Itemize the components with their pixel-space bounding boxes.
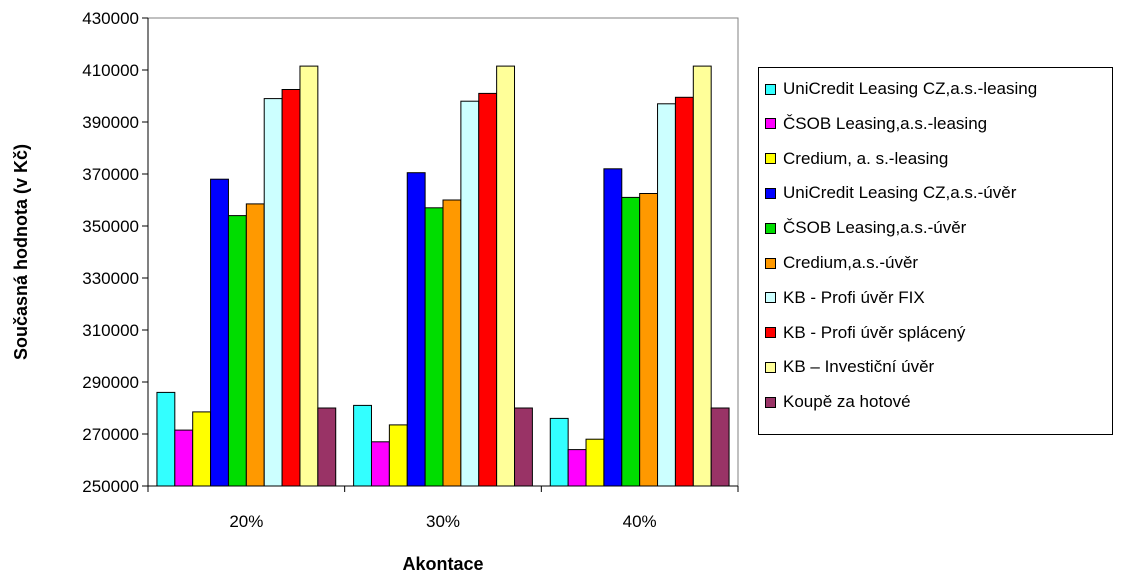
y-tick-label: 310000 [82,321,139,340]
y-tick-label: 430000 [82,9,139,28]
legend-label: Credium,a.s.-úvěr [783,253,919,272]
bar [370,441,390,487]
legend-item: UniCredit Leasing CZ,a.s.-leasing [759,76,1037,102]
y-tick-label: 290000 [82,373,139,392]
bar [496,65,516,487]
legend-label: UniCredit Leasing CZ,a.s.-úvěr [783,183,1017,203]
y-tick-label: 350000 [82,217,139,236]
bar [156,391,176,487]
bar [388,424,408,487]
legend-swatch [765,222,776,234]
legend-item: Koupě za hotové [759,389,911,415]
x-tick-label: 40% [623,512,657,531]
legend: UniCredit Leasing CZ,a.s.-leasing ČSOB Le… [758,67,1113,435]
bar [657,103,676,487]
bar [567,449,587,487]
y-tick-label: 370000 [82,165,139,184]
legend-item: ČSOB Leasing,a.s.-leasing [759,111,987,137]
bar [281,89,301,487]
bar [692,65,712,487]
bar [621,196,641,487]
bar [210,178,229,487]
legend-item: ČSOB Leasing,a.s.-úvěr [759,215,966,241]
bar [585,438,605,487]
bar [514,407,533,487]
legend-swatch [765,292,776,304]
legend-item: UniCredit Leasing CZ,a.s.-úvěr [759,180,1016,206]
bar [478,92,498,487]
bar [174,429,194,487]
legend-label: UniCredit Leasing CZ,a.s.-leasing [783,79,1038,98]
x-tick-label: 20% [229,512,263,531]
legend-item: Credium,a.s.-úvěr [759,250,918,276]
bars [156,65,730,487]
legend-swatch [765,396,776,408]
bar [263,98,283,487]
y-tick-label: 390000 [82,113,139,132]
legend-label: Credium, a. s.-leasing [783,148,949,168]
legend-item: KB – Investiční úvěr [759,354,934,380]
bar [603,168,623,487]
x-tick-label: 30% [426,512,460,531]
bar [674,96,694,487]
bar [639,193,659,487]
x-axis-title: Akontace [402,554,483,574]
bar [710,407,730,487]
y-tick-label: 330000 [82,269,139,288]
bar [245,203,265,487]
y-axis-ticks: 250000 270000 290000 310000 330000 350000 3700… [82,9,149,496]
legend-label: ČSOB Leasing,a.s.-leasing [783,113,988,133]
legend-label: ČSOB Leasing,a.s.-úvěr [783,218,967,238]
legend-swatch [765,118,776,130]
bar [442,199,462,487]
legend-label: KB – Investiční úvěr [783,357,935,377]
y-axis-title: Současná hodnota (v Kč) [11,144,31,360]
y-tick-label: 410000 [82,61,139,80]
y-tick-label: 270000 [82,425,139,444]
legend-swatch [765,83,776,95]
legend-item: KB - Profi úvěr splácený [759,320,965,346]
legend-swatch [765,327,776,339]
legend-item: Credium, a. s.-leasing [759,146,948,172]
legend-label: KB - Profi úvěr splácený [783,322,966,342]
legend-label: Koupě za hotové [783,392,911,412]
legend-swatch [765,187,776,199]
bar [424,207,444,487]
x-axis-ticks: 20% 30% 40% [147,485,739,531]
bar [317,407,337,487]
bar [299,65,319,487]
legend-swatch [765,257,776,269]
legend-swatch [765,153,776,165]
legend-item: KB - Profi úvěr FIX [759,285,925,311]
y-tick-label: 250000 [82,477,139,496]
bar [460,100,480,487]
legend-swatch [765,361,776,373]
bar [549,417,569,487]
bar [192,411,212,487]
bar [227,215,247,487]
bar [406,172,426,487]
bar [353,404,372,487]
legend-label: KB - Profi úvěr FIX [783,287,925,307]
